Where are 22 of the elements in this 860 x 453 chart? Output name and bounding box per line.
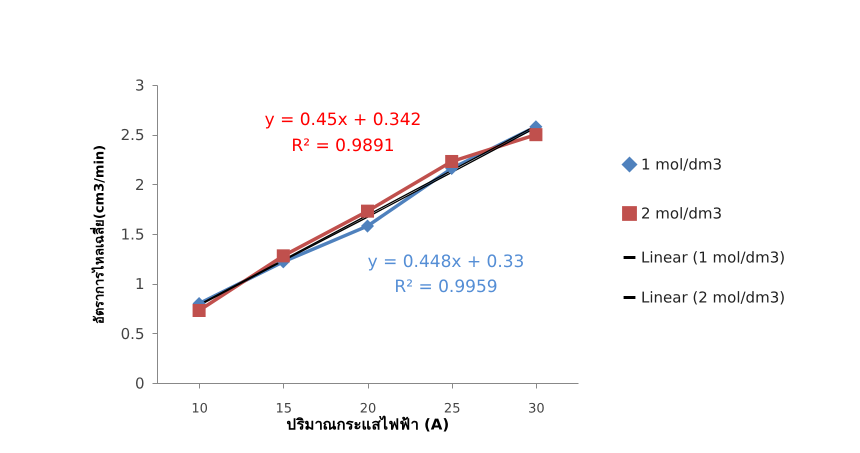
- y-axis-title: อัตราการไหลเฉลี่ย(cm3/min): [90, 144, 108, 324]
- y-tick-label: 2.5: [120, 126, 144, 144]
- x-tick-label: 15: [276, 402, 292, 416]
- legend-label: 1 mol/dm3: [641, 156, 722, 174]
- x-tick-label: 10: [191, 402, 208, 416]
- y-tick-label: 0: [134, 374, 144, 392]
- annotation: R² = 0.9891: [291, 136, 395, 156]
- y-tick-label: 1.5: [120, 226, 144, 244]
- x-tick-label: 30: [528, 402, 545, 416]
- legend-label: Linear (1 mol/dm3): [641, 248, 786, 266]
- y-tick-label: 2: [134, 176, 144, 194]
- legend-label: 2 mol/dm3: [641, 204, 722, 222]
- y-tick-label: 0.5: [120, 324, 144, 343]
- annotation: y = 0.448x + 0.33: [368, 252, 524, 272]
- x-axis-title: ปริมาณกระแสไฟฟ้า (A): [286, 414, 450, 434]
- y-tick-label: 1: [134, 275, 144, 294]
- y-tick-label: 3: [134, 76, 144, 94]
- x-tick-label: 20: [360, 402, 376, 416]
- annotation: y = 0.45x + 0.342: [264, 110, 422, 130]
- annotation: R² = 0.9959: [394, 277, 498, 297]
- x-tick-label: 25: [444, 402, 460, 416]
- legend-label: Linear (2 mol/dm3): [641, 288, 786, 306]
